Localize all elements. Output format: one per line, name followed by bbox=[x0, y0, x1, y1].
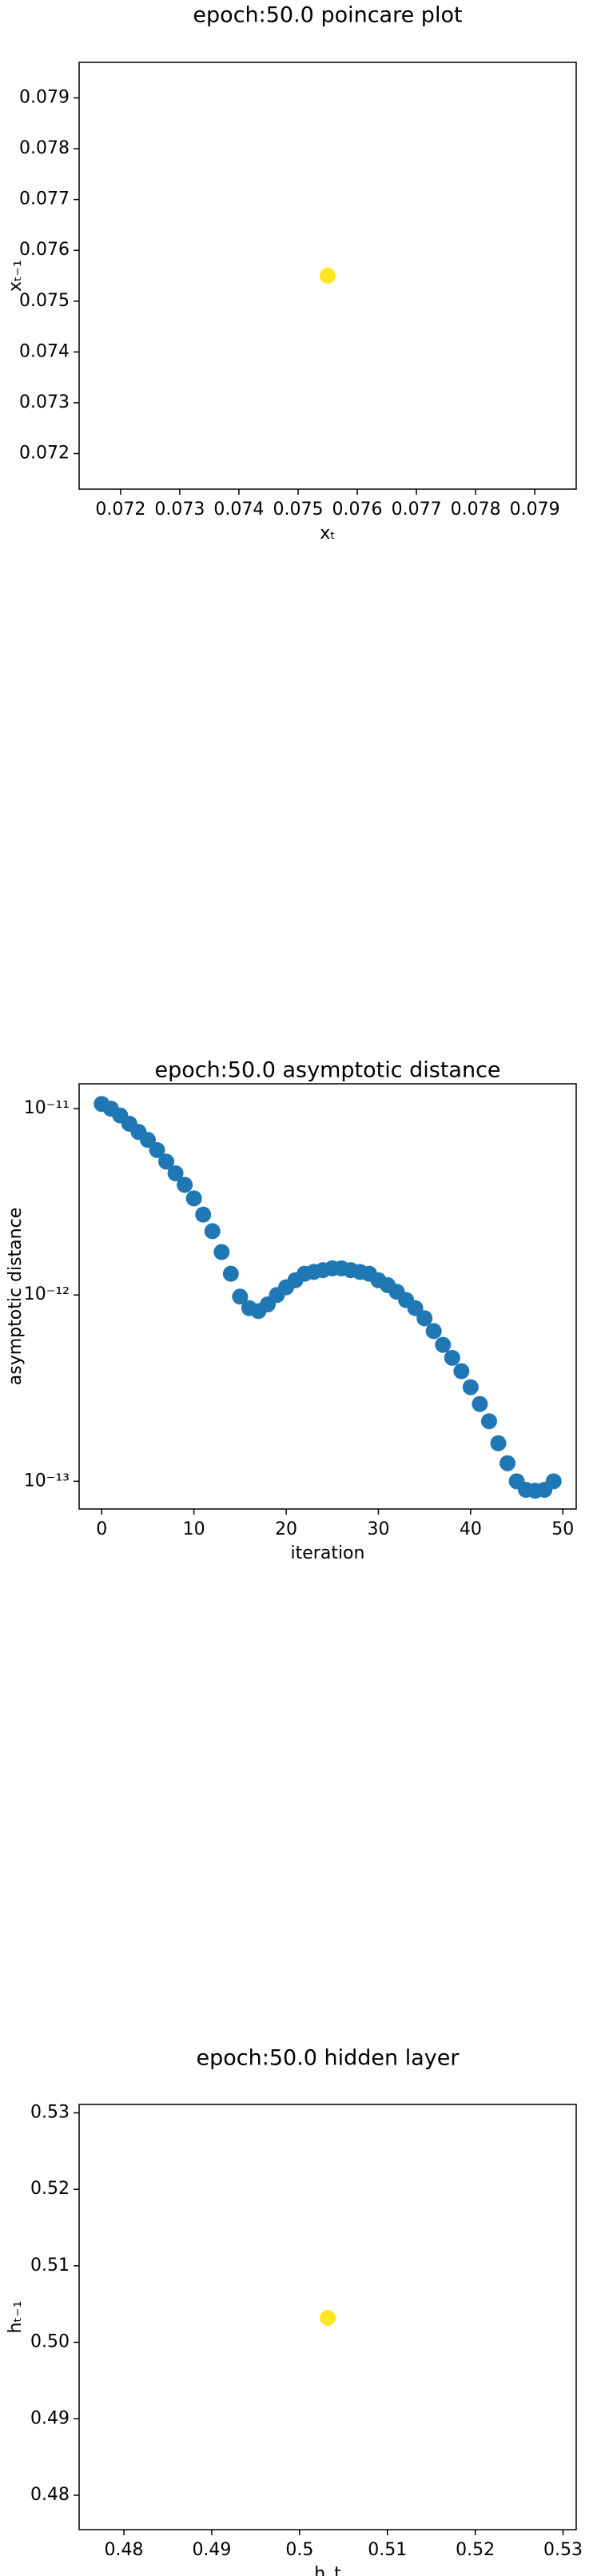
y-tick-label: 0.53 bbox=[30, 2103, 70, 2123]
point bbox=[499, 1455, 516, 1471]
y-tick-label: 0.077 bbox=[19, 189, 70, 209]
x-tick-label: 10 bbox=[183, 1519, 205, 1539]
x-tick-label: 50 bbox=[551, 1519, 574, 1539]
point bbox=[185, 1190, 202, 1207]
chart-title: epoch:50.0 poincare plot bbox=[193, 3, 462, 28]
x-tick-label: 0.076 bbox=[332, 500, 383, 520]
point bbox=[545, 1473, 562, 1490]
y-tick-label: 0.075 bbox=[19, 291, 70, 311]
point bbox=[435, 1336, 452, 1353]
x-axis-label: h_t bbox=[314, 2564, 341, 2576]
y-tick-label: 0.51 bbox=[30, 2255, 70, 2275]
x-tick-label: 0.077 bbox=[392, 500, 442, 520]
x-tick-label: 20 bbox=[275, 1519, 297, 1539]
y-tick-label: 0.079 bbox=[19, 88, 70, 108]
x-tick-label: 40 bbox=[460, 1519, 482, 1539]
x-tick-label: 0.51 bbox=[368, 2540, 407, 2560]
chart-title: epoch:50.0 asymptotic distance bbox=[154, 1058, 500, 1083]
point bbox=[232, 1288, 249, 1305]
x-tick-label: 0.078 bbox=[451, 500, 501, 520]
point bbox=[139, 1132, 156, 1149]
x-tick-label: 0.53 bbox=[543, 2540, 583, 2560]
point bbox=[453, 1363, 470, 1380]
x-tick-label: 0 bbox=[96, 1519, 107, 1539]
point bbox=[167, 1165, 184, 1181]
x-tick-label: 0.074 bbox=[213, 500, 264, 520]
point bbox=[472, 1395, 488, 1412]
x-tick-label: 0.079 bbox=[510, 500, 560, 520]
point bbox=[158, 1153, 175, 1170]
point bbox=[213, 1244, 230, 1260]
x-axis-label: xₜ bbox=[320, 524, 336, 543]
plot-frame bbox=[78, 62, 577, 490]
y-tick-label: 10⁻¹³ bbox=[24, 1471, 70, 1491]
x-tick-label: 0.072 bbox=[95, 500, 145, 520]
point bbox=[320, 2309, 336, 2326]
point bbox=[462, 1379, 479, 1395]
y-tick-label: 10⁻¹¹ bbox=[24, 1098, 70, 1118]
point bbox=[222, 1265, 239, 1282]
x-axis-label: iteration bbox=[291, 1543, 365, 1563]
y-tick-label: 0.49 bbox=[30, 2408, 70, 2428]
y-axis-label: asymptotic distance bbox=[6, 1208, 26, 1386]
y-tick-label: 0.074 bbox=[19, 341, 70, 361]
y-tick-label: 0.076 bbox=[19, 240, 70, 260]
point bbox=[407, 1300, 424, 1316]
point bbox=[490, 1435, 507, 1451]
y-tick-label: 0.52 bbox=[30, 2179, 70, 2199]
y-axis-label: xₜ₋₁ bbox=[6, 260, 26, 292]
x-tick-label: 0.5 bbox=[285, 2540, 313, 2560]
x-tick-label: 0.48 bbox=[105, 2540, 144, 2560]
point bbox=[149, 1141, 165, 1158]
point bbox=[480, 1413, 497, 1430]
point bbox=[444, 1349, 460, 1366]
point bbox=[204, 1223, 221, 1240]
y-tick-label: 0.072 bbox=[19, 444, 70, 464]
plot-frame bbox=[78, 1083, 577, 1510]
y-tick-label: 0.48 bbox=[30, 2485, 70, 2505]
chart-title: epoch:50.0 hidden layer bbox=[197, 2046, 460, 2071]
point bbox=[416, 1310, 433, 1327]
y-tick-label: 0.073 bbox=[19, 392, 70, 412]
y-axis-label: hₜ₋₁ bbox=[6, 2301, 26, 2334]
plot-frame bbox=[78, 2104, 577, 2530]
x-tick-label: 0.073 bbox=[154, 500, 205, 520]
x-tick-label: 30 bbox=[367, 1519, 389, 1539]
x-tick-label: 0.52 bbox=[456, 2540, 495, 2560]
point bbox=[195, 1206, 212, 1223]
y-tick-label: 0.50 bbox=[30, 2332, 70, 2352]
y-tick-label: 0.078 bbox=[19, 138, 70, 158]
point bbox=[320, 268, 336, 284]
point bbox=[425, 1323, 442, 1340]
x-tick-label: 0.49 bbox=[192, 2540, 231, 2560]
x-tick-label: 0.075 bbox=[273, 500, 323, 520]
point bbox=[177, 1177, 193, 1193]
y-tick-label: 10⁻¹² bbox=[24, 1284, 70, 1304]
